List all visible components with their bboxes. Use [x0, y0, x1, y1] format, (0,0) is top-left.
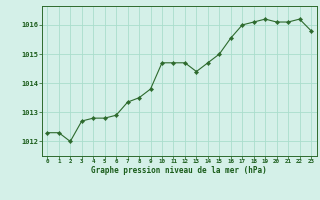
X-axis label: Graphe pression niveau de la mer (hPa): Graphe pression niveau de la mer (hPa) — [91, 166, 267, 175]
